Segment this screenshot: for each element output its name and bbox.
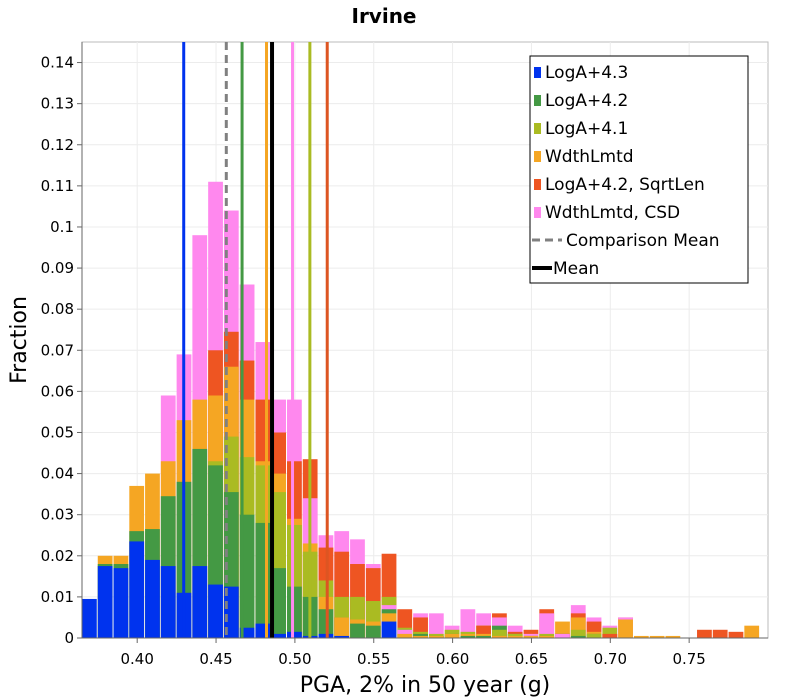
histogram-bar <box>82 598 97 638</box>
y-axis-label: Fraction <box>7 296 32 384</box>
y-tick-label: 0.06 <box>41 382 74 400</box>
histogram-bar <box>744 625 760 638</box>
histogram-bar <box>428 635 444 638</box>
legend-label: WdthLmtd <box>545 147 634 167</box>
legend-swatch <box>534 67 541 78</box>
mean-lines <box>182 42 329 638</box>
histogram-bar <box>287 586 302 638</box>
legend-label: WdthLmtd, CSD <box>545 203 680 223</box>
chart-title: Irvine <box>352 4 417 28</box>
chart-legend: LogA+4.3 LogA+4.2 LogA+4.1 WdthLmtd LogA+4.2… <box>529 55 749 284</box>
histogram-bar <box>570 635 586 638</box>
histogram-bar <box>476 635 492 638</box>
histogram-bar <box>97 566 113 638</box>
y-tick-label: 0 <box>64 629 74 647</box>
legend-swatch <box>534 207 541 218</box>
histogram-bar <box>397 633 413 638</box>
histogram-bar <box>697 629 712 638</box>
legend-box <box>529 55 749 284</box>
x-tick-label: 0.55 <box>357 650 390 668</box>
legend-swatch <box>534 95 541 106</box>
histogram-bar <box>160 566 176 638</box>
x-tick-label: 0.70 <box>594 650 627 668</box>
x-tick-label: 0.40 <box>120 650 153 668</box>
histogram-bar <box>239 627 255 638</box>
histogram-bar <box>365 625 381 638</box>
histogram-bar <box>618 619 633 638</box>
legend-label: LogA+4.2, SqrtLen <box>545 175 705 195</box>
histogram-bar <box>602 633 618 638</box>
histogram-bar <box>334 635 350 638</box>
y-tick-label: 0.05 <box>41 423 74 441</box>
y-tick-label: 0.03 <box>41 506 74 524</box>
legend-swatch <box>534 151 541 162</box>
histogram-bar <box>428 613 444 638</box>
histogram-bar <box>492 635 507 638</box>
histogram-bar <box>602 627 618 638</box>
y-tick-label: 0.08 <box>41 300 74 318</box>
legend-label: Comparison Mean <box>566 231 720 251</box>
y-tick-label: 0.14 <box>41 54 74 72</box>
histogram-bar <box>539 613 555 638</box>
histogram-bar <box>381 621 397 638</box>
y-tick-label: 0.02 <box>41 547 74 565</box>
histogram-bar <box>460 635 476 638</box>
histogram-bar <box>460 609 476 638</box>
legend-swatch <box>534 179 541 190</box>
x-tick-label: 0.50 <box>278 650 311 668</box>
y-tick-label: 0.13 <box>41 95 74 113</box>
histogram-bar <box>271 568 287 638</box>
y-axis-ticks: 0 0.01 0.02 0.03 0.04 0.05 0.06 0.07 0.08 0.09 0.1… <box>41 54 82 647</box>
y-tick-label: 0.12 <box>41 136 74 154</box>
histogram-bar <box>129 541 145 638</box>
histogram-bar <box>413 635 428 638</box>
histogram-bar <box>728 631 744 638</box>
x-tick-label: 0.75 <box>672 650 705 668</box>
histogram-bar <box>633 635 649 638</box>
histogram-bar <box>287 631 302 638</box>
histogram-bar <box>649 635 665 638</box>
legend-label: LogA+4.1 <box>545 119 628 139</box>
histogram-bar <box>255 522 271 638</box>
histogram-bar <box>334 617 350 638</box>
y-tick-label: 0.01 <box>41 588 74 606</box>
histogram-bar <box>444 633 460 638</box>
histogram-bar <box>113 568 129 638</box>
histogram-bar <box>712 629 728 638</box>
legend-label: LogA+4.3 <box>545 63 628 83</box>
histogram-bar <box>523 635 539 638</box>
y-tick-label: 0.1 <box>50 218 74 236</box>
histogram-bar <box>539 635 555 638</box>
histogram-bar <box>350 623 365 638</box>
x-tick-label: 0.60 <box>436 650 469 668</box>
x-tick-label: 0.45 <box>199 650 232 668</box>
legend-label: LogA+4.2 <box>545 91 628 111</box>
x-tick-label: 0.65 <box>515 650 548 668</box>
histogram-bar <box>192 566 208 638</box>
x-axis-label: PGA, 2% in 50 year (g) <box>300 673 551 698</box>
histogram-bar <box>223 586 239 638</box>
y-tick-label: 0.07 <box>41 341 74 359</box>
histogram-bar <box>555 633 570 638</box>
histogram-bar <box>665 635 681 638</box>
legend-label: Mean <box>553 259 599 279</box>
histogram-bar <box>586 633 602 638</box>
legend-swatch <box>534 123 541 134</box>
y-tick-label: 0.09 <box>41 259 74 277</box>
histogram-bar <box>507 635 523 638</box>
histogram-bars <box>82 181 760 639</box>
histogram-bar <box>570 629 586 638</box>
histogram-bar <box>255 623 271 638</box>
histogram-bar <box>208 584 223 638</box>
histogram-bar <box>492 629 507 638</box>
y-tick-label: 0.04 <box>41 465 74 483</box>
histogram-bar <box>145 559 160 638</box>
y-tick-label: 0.11 <box>41 177 74 195</box>
histogram-bar <box>271 633 287 638</box>
x-axis-ticks: 0.40 0.45 0.50 0.55 0.60 0.65 0.70 0.75 <box>120 638 706 668</box>
